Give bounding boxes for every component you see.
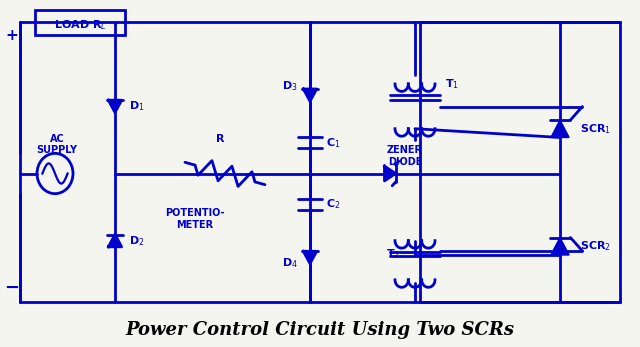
- Text: SCR$_2$: SCR$_2$: [580, 239, 611, 253]
- Polygon shape: [303, 89, 317, 101]
- Text: R: R: [216, 134, 224, 144]
- Polygon shape: [108, 100, 122, 112]
- Polygon shape: [303, 251, 317, 264]
- Bar: [35, 10, 125, 35]
- Text: +: +: [6, 28, 19, 43]
- Text: SCR$_1$: SCR$_1$: [580, 122, 611, 136]
- Text: POTENTIO-: POTENTIO-: [165, 208, 225, 218]
- Text: T$_2$: T$_2$: [386, 247, 400, 261]
- Text: D$_4$: D$_4$: [282, 256, 298, 270]
- Polygon shape: [551, 120, 569, 137]
- Polygon shape: [551, 238, 569, 255]
- Text: −: −: [4, 279, 20, 297]
- Text: Power Control Circuit Using Two SCRs: Power Control Circuit Using Two SCRs: [125, 321, 515, 339]
- Text: D$_1$: D$_1$: [129, 100, 145, 113]
- Text: LOAD R$_L$: LOAD R$_L$: [54, 18, 106, 32]
- Polygon shape: [385, 166, 396, 181]
- Text: T$_1$: T$_1$: [445, 77, 459, 91]
- Text: D$_2$: D$_2$: [129, 234, 145, 247]
- Text: SUPPLY: SUPPLY: [36, 145, 77, 155]
- Text: C$_1$: C$_1$: [326, 136, 340, 150]
- Text: ZENER: ZENER: [387, 145, 423, 155]
- Text: D$_3$: D$_3$: [282, 79, 298, 93]
- Text: DIODE: DIODE: [388, 156, 422, 167]
- Polygon shape: [108, 235, 122, 247]
- Text: METER: METER: [177, 220, 214, 230]
- Text: C$_2$: C$_2$: [326, 197, 340, 211]
- Text: AC: AC: [50, 134, 65, 144]
